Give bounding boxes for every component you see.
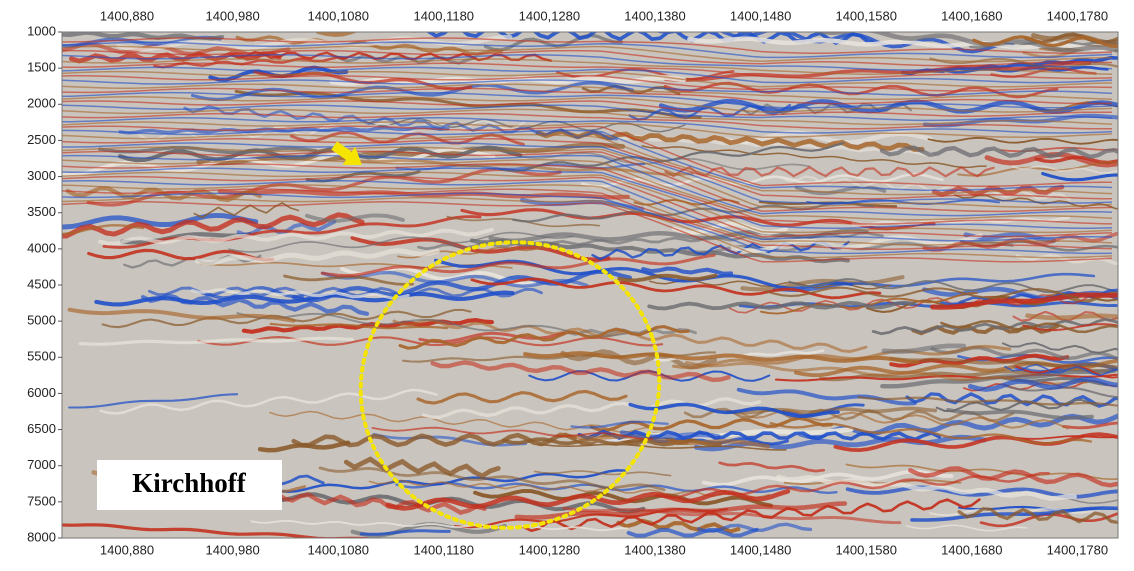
x-tick-label-bottom: 1400,1180 — [414, 542, 475, 557]
y-tick-label: 3500 — [27, 204, 56, 219]
x-tick-label-top: 1400,1180 — [414, 8, 475, 23]
x-tick-label-top: 1400,1780 — [1047, 8, 1108, 23]
y-tick-label: 6500 — [27, 421, 56, 436]
y-tick-label: 5000 — [27, 313, 56, 328]
x-tick-label-bottom: 1400,1380 — [624, 542, 685, 557]
y-tick-label: 5500 — [27, 349, 56, 364]
y-tick-label: 2000 — [27, 96, 56, 111]
x-tick-label-bottom: 1400,1480 — [730, 542, 791, 557]
x-tick-label-top: 1400,880 — [100, 8, 154, 23]
y-tick-label: 8000 — [27, 529, 56, 544]
y-tick-label: 2500 — [27, 132, 56, 147]
x-tick-label-bottom: 1400,980 — [205, 542, 259, 557]
y-tick-label: 4000 — [27, 240, 56, 255]
method-label: Kirchhoff — [132, 468, 247, 498]
x-tick-label-bottom: 1400,880 — [100, 542, 154, 557]
x-tick-label-top: 1400,1480 — [730, 8, 791, 23]
x-tick-label-bottom: 1400,1280 — [519, 542, 580, 557]
y-tick-label: 7000 — [27, 457, 56, 472]
x-tick-label-bottom: 1400,1080 — [307, 542, 368, 557]
y-tick-label: 1500 — [27, 60, 56, 75]
x-tick-label-top: 1400,1680 — [941, 8, 1002, 23]
x-tick-label-bottom: 1400,1680 — [941, 542, 1002, 557]
x-tick-label-top: 1400,1280 — [519, 8, 580, 23]
x-tick-label-top: 1400,1580 — [835, 8, 896, 23]
x-tick-label-top: 1400,980 — [205, 8, 259, 23]
x-tick-label-bottom: 1400,1780 — [1047, 542, 1108, 557]
y-tick-label: 3000 — [27, 168, 56, 183]
y-tick-label: 4500 — [27, 276, 56, 291]
y-tick-label: 1000 — [27, 23, 56, 38]
y-tick-label: 6000 — [27, 385, 56, 400]
y-tick-label: 7500 — [27, 493, 56, 508]
x-tick-label-top: 1400,1080 — [307, 8, 368, 23]
x-tick-label-top: 1400,1380 — [624, 8, 685, 23]
x-tick-label-bottom: 1400,1580 — [835, 542, 896, 557]
